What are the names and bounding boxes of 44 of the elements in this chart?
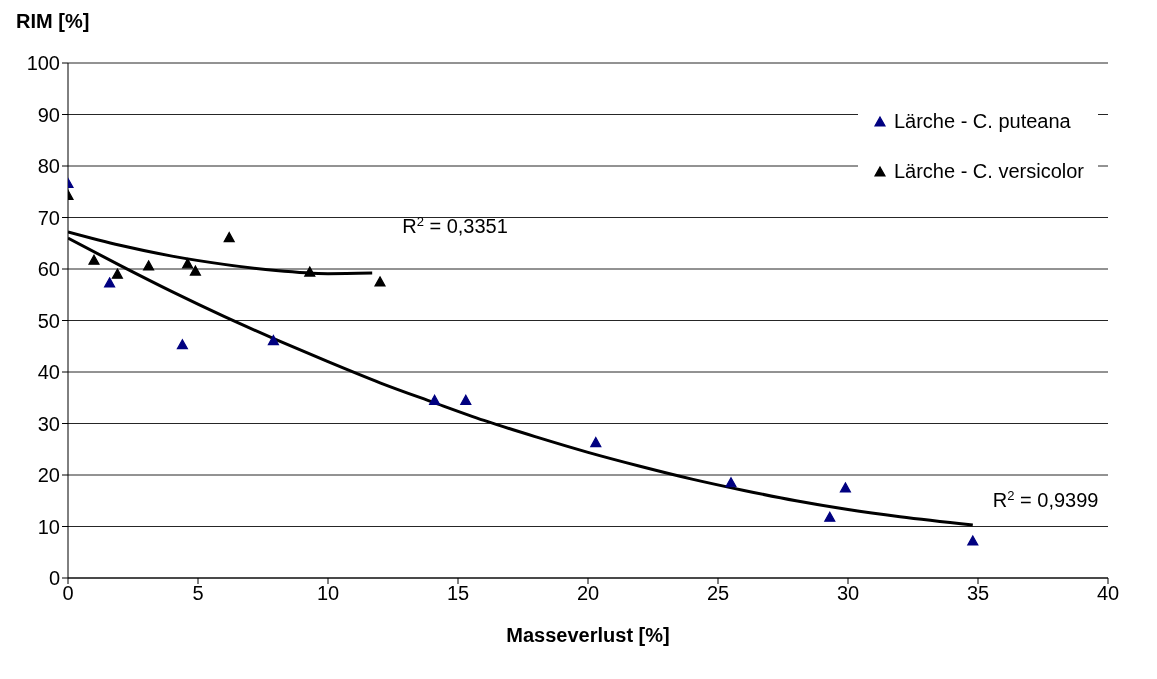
x-tick-label: 10 (316, 582, 340, 605)
y-tick-label: 70 (37, 206, 60, 229)
y-tick-label: 30 (37, 412, 60, 435)
x-tick-label: 25 (706, 582, 730, 605)
y-tick-label: 50 (37, 309, 60, 332)
y-tick-label: 100 (26, 52, 60, 75)
annotation: R$^{2}$ = 0,9399 (992, 487, 1099, 511)
x-tick-label: 30 (836, 582, 860, 605)
y-tick-label: 0 (48, 567, 60, 590)
point (725, 477, 737, 488)
point (824, 511, 836, 522)
y-tick-label: 60 (37, 258, 60, 281)
x-tick-label: 20 (576, 582, 600, 605)
x-tick-label: 5 (192, 582, 204, 605)
point (267, 334, 279, 346)
y-tick-label: 10 (37, 515, 60, 538)
point (104, 277, 116, 288)
point (460, 394, 472, 405)
legend-label: Lärche - C. puteana (893, 109, 1071, 133)
x-axis-title: Masseverlust [%] (506, 624, 670, 646)
point (590, 436, 602, 448)
point (839, 482, 851, 493)
y-tick-label: 90 (37, 103, 60, 126)
x-tick-label: 0 (62, 582, 74, 605)
y-tick-label: 20 (37, 464, 60, 487)
point (143, 260, 155, 271)
annotation: R$^{2}$ = 0,3351 (402, 213, 508, 238)
x-tick-label: 15 (446, 582, 470, 605)
point (967, 535, 979, 546)
point (223, 231, 235, 243)
point (189, 265, 201, 276)
x-tick-label: 40 (1096, 582, 1120, 605)
point (88, 254, 100, 265)
point (176, 339, 188, 350)
x-tick-label: 35 (966, 582, 990, 605)
point (182, 258, 194, 269)
y-tick-label: 80 (37, 155, 60, 178)
point (304, 266, 316, 277)
point (429, 394, 441, 405)
y-axis-title: RIM [%] (16, 10, 90, 33)
point (111, 268, 123, 279)
point (374, 276, 386, 287)
y-tick-label: 40 (37, 361, 60, 384)
legend-label: Lärche - C. versicolor (893, 159, 1084, 183)
